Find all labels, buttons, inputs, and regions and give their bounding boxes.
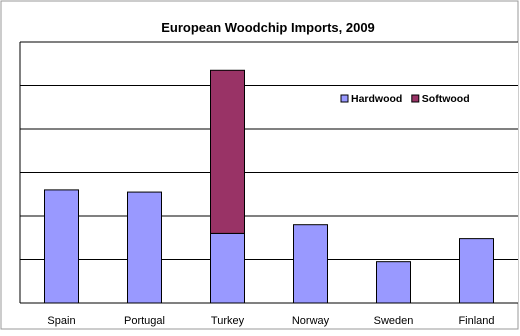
- bars: [44, 69, 494, 304]
- chart-title: European Woodchip Imports, 2009: [161, 20, 375, 35]
- bar-hardwood-finland: [459, 238, 494, 304]
- bar-hardwood-turkey: [210, 232, 245, 304]
- x-tick-label-turkey: Turkey: [211, 315, 245, 327]
- x-tick-label-spain: Spain: [47, 315, 75, 327]
- bar-hardwood-portugal: [127, 191, 162, 304]
- bar-hardwood-norway: [293, 224, 328, 304]
- x-axis-labels: Spain Portugal Turkey Norway Sweden Finland: [47, 315, 494, 327]
- gridlines: [19, 41, 518, 304]
- bar-softwood-turkey: [210, 69, 245, 234]
- legend-swatch-hardwood: [340, 94, 349, 103]
- legend-swatch-softwood: [411, 94, 420, 103]
- x-tick-label-norway: Norway: [292, 315, 330, 327]
- legend-label-hardwood: Hardwood: [351, 93, 402, 105]
- legend: Hardwood Softwood: [340, 93, 470, 105]
- x-tick-label-sweden: Sweden: [374, 315, 414, 327]
- x-tick-label-finland: Finland: [458, 315, 494, 327]
- legend-label-softwood: Softwood: [422, 93, 470, 105]
- x-tick-label-portugal: Portugal: [124, 315, 165, 327]
- bar-hardwood-spain: [44, 189, 79, 304]
- bar-hardwood-sweden: [376, 261, 411, 304]
